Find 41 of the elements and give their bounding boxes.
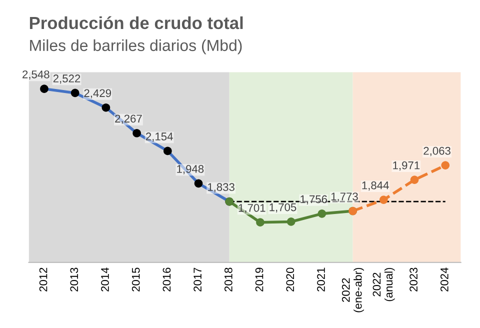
x-tick-label: 2015 xyxy=(132,268,140,292)
data-label: 1,701 xyxy=(238,204,266,214)
point xyxy=(318,210,326,218)
point xyxy=(102,103,110,112)
chart-subtitle: Miles de barriles diarios (Mbd) xyxy=(30,39,242,54)
point xyxy=(194,179,203,188)
data-label: 2,548 xyxy=(22,70,50,80)
data-label: 2,267 xyxy=(115,114,142,124)
x-tick-label: 2014 xyxy=(101,268,109,292)
point xyxy=(286,218,296,226)
x-tick-label: 2013 xyxy=(70,268,78,292)
data-label: 1,773 xyxy=(331,192,358,202)
x-tick-label: 2018 xyxy=(224,268,232,292)
x-tick-label: 2024 xyxy=(440,268,448,292)
data-label: 2,154 xyxy=(146,132,173,142)
point xyxy=(410,176,419,184)
x-tick-label: 2019 xyxy=(255,268,264,292)
point xyxy=(163,146,172,156)
data-label: 1,948 xyxy=(177,165,204,174)
point xyxy=(441,161,450,170)
data-label: 1,971 xyxy=(393,161,420,171)
data-label: 2,429 xyxy=(84,89,111,98)
x-tick-label: 2023 xyxy=(410,268,418,292)
point xyxy=(40,84,48,94)
x-tick-label: 2022 (anual) xyxy=(372,268,395,302)
point xyxy=(132,128,141,138)
data-label: 1,705 xyxy=(270,203,296,212)
chart-title: Producción de crudo total xyxy=(30,16,243,30)
point xyxy=(379,196,388,204)
x-tick-label: 2017 xyxy=(194,268,202,292)
data-label: 1,844 xyxy=(362,181,389,191)
point xyxy=(70,88,80,98)
x-tick-label: 2016 xyxy=(162,268,171,292)
data-label: 2,063 xyxy=(424,146,450,156)
x-tick-label: 2012 xyxy=(39,268,48,292)
point xyxy=(256,218,264,227)
x-tick-label: 2021 xyxy=(317,268,325,292)
data-label: 2,522 xyxy=(53,74,80,84)
x-tick-label: 2020 xyxy=(286,268,294,292)
x-tick-label: 2022 (ene-abr) xyxy=(342,268,364,312)
data-label: 1,833 xyxy=(208,183,234,192)
